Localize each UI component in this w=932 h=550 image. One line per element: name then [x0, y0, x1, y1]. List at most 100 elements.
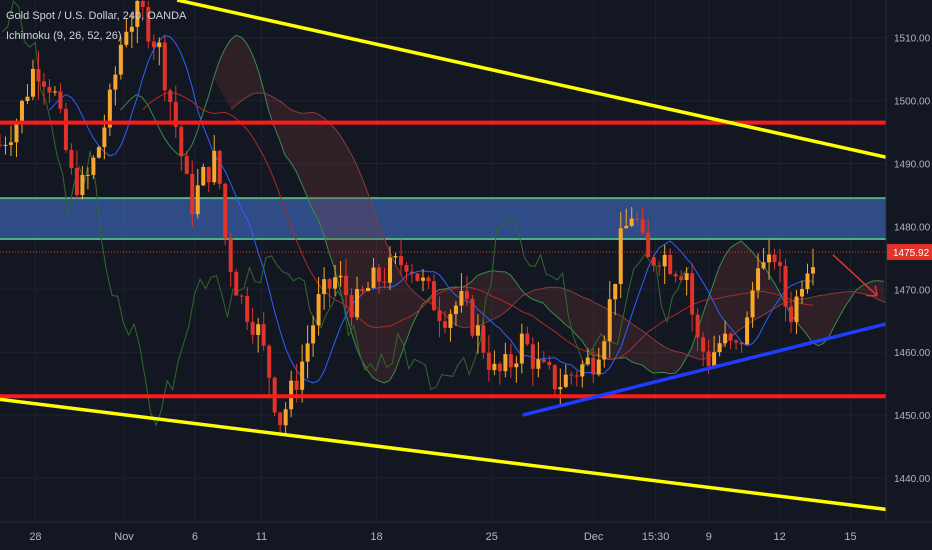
- candle-body: [569, 374, 574, 376]
- candle-body: [206, 166, 211, 183]
- candle-body: [431, 281, 436, 311]
- trend-line-yellow: [0, 397, 887, 512]
- candle-body: [201, 166, 206, 186]
- candle-body: [492, 363, 497, 371]
- x-tick-label: Nov: [114, 531, 134, 543]
- candle-body: [14, 124, 19, 143]
- candle-body: [102, 127, 107, 148]
- y-tick-label: 1470.00: [894, 285, 931, 296]
- candle-body: [558, 386, 563, 390]
- candle-body: [448, 314, 453, 328]
- candle-body: [662, 254, 667, 267]
- x-tick-label: 15: [844, 531, 856, 543]
- candle-body: [519, 333, 524, 364]
- candle-body: [355, 288, 360, 318]
- senkou-span-b: [231, 92, 886, 360]
- candle-body: [371, 267, 376, 288]
- candle-body: [602, 341, 607, 360]
- candle-body: [679, 276, 684, 281]
- candle-body: [52, 91, 57, 93]
- candle-body: [624, 225, 629, 229]
- candle-body: [36, 68, 41, 82]
- candle-body: [58, 91, 63, 109]
- time-axis[interactable]: 28 Nov 6 11 18 25 Dec 15:30 9 12 15: [0, 521, 932, 543]
- y-tick-label: 1440.00: [894, 474, 931, 485]
- candle-body: [223, 183, 228, 239]
- candle-body: [750, 290, 755, 318]
- candle-body: [80, 174, 85, 196]
- x-tick-label: 25: [486, 531, 498, 543]
- candle-body: [146, 7, 151, 42]
- candle-body: [19, 100, 24, 125]
- candle-body: [486, 352, 491, 371]
- last-price-tag: [887, 244, 932, 261]
- candle-body: [800, 289, 805, 297]
- candle-body: [783, 265, 788, 307]
- candle-body: [673, 274, 678, 277]
- candle-body: [580, 364, 585, 377]
- candle-body: [140, 0, 145, 8]
- trend-line-yellow: [176, 0, 887, 159]
- projection-arrow-head: [866, 285, 878, 297]
- candle-body: [393, 256, 398, 258]
- candle-body: [646, 232, 651, 258]
- candle-body: [552, 365, 557, 390]
- candle-body: [217, 150, 222, 184]
- candle-body: [30, 68, 35, 97]
- candle-body: [338, 275, 343, 278]
- candle-body: [8, 142, 13, 145]
- candle-body: [333, 277, 338, 289]
- candle-body: [772, 254, 777, 263]
- candle-body: [261, 324, 266, 346]
- candle-body: [745, 317, 750, 345]
- candle-body: [212, 150, 217, 183]
- candle-body: [69, 149, 74, 169]
- candle-body: [591, 357, 596, 375]
- candle-body: [464, 290, 469, 299]
- candle-body: [778, 262, 783, 266]
- candle-body: [344, 275, 349, 296]
- x-tick-label: 15:30: [642, 531, 670, 543]
- y-tick-label: 1480.00: [894, 222, 931, 233]
- candle-body: [300, 361, 305, 390]
- candle-body: [789, 306, 794, 323]
- price-axis[interactable]: 1510.00 1500.00 1490.00 1480.00 1470.00 1460.…: [885, 0, 932, 522]
- candle-body: [805, 273, 810, 290]
- candle-body: [190, 173, 195, 215]
- candle-body: [613, 283, 618, 300]
- chikou-span: [1, 0, 690, 427]
- zone-fill: [0, 198, 886, 239]
- candle-body: [91, 157, 96, 175]
- candle-body: [794, 296, 799, 323]
- candle-body: [151, 41, 156, 48]
- candle-body: [399, 256, 404, 266]
- candle-body: [717, 343, 722, 353]
- kijun-sen: [142, 92, 814, 360]
- candle-body: [47, 86, 52, 93]
- candlestick-series: [0, 0, 815, 437]
- candle-body: [107, 89, 112, 128]
- candle-body: [503, 354, 508, 372]
- candle-body: [739, 342, 744, 345]
- candle-body: [168, 90, 173, 103]
- candle-body: [525, 333, 530, 345]
- candle-body: [541, 359, 546, 363]
- candle-body: [85, 174, 90, 176]
- y-tick-label: 1500.00: [894, 97, 931, 108]
- trend-line-blue: [522, 322, 887, 417]
- candle-body: [415, 273, 420, 281]
- indicator-legend[interactable]: Ichimoku (9, 26, 52, 26): [6, 30, 122, 42]
- x-tick-label: 11: [256, 531, 267, 543]
- x-tick-label: 6: [192, 531, 198, 543]
- x-tick-label: 28: [29, 531, 41, 543]
- candle-body: [366, 287, 371, 292]
- y-tick-label: 1490.00: [894, 160, 931, 171]
- candle-body: [360, 288, 365, 292]
- candle-body: [3, 144, 8, 146]
- candle-body: [327, 279, 332, 289]
- candle-body: [234, 271, 239, 296]
- candle-body: [728, 333, 733, 341]
- candle-body: [651, 257, 656, 266]
